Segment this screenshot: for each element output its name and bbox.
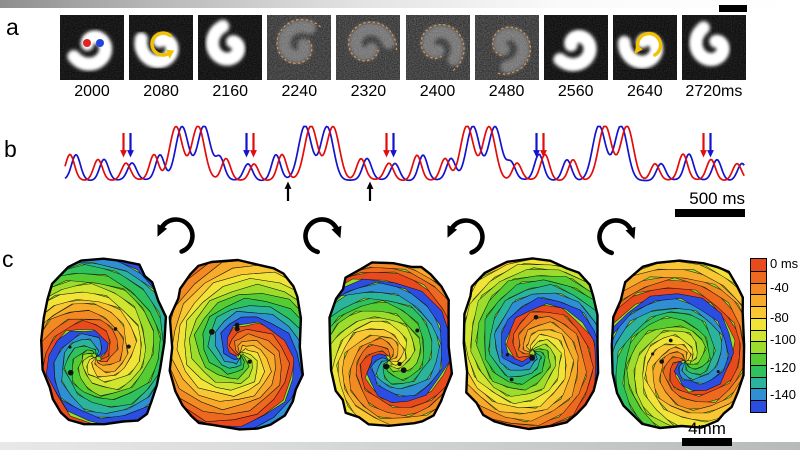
isochrone-map bbox=[610, 255, 749, 438]
colorbar-segment bbox=[751, 353, 766, 365]
red-arrow-marker-icon bbox=[120, 133, 127, 158]
frame-timestamp: 2640 bbox=[627, 83, 663, 100]
colorbar-segment bbox=[751, 294, 766, 307]
isochrone-map bbox=[40, 257, 168, 434]
panel-a-scalebar bbox=[719, 5, 747, 12]
snapshot-frame bbox=[612, 15, 677, 80]
isochrone-map bbox=[459, 256, 602, 437]
red-site-dot bbox=[83, 39, 91, 47]
colorbar-segment bbox=[751, 364, 766, 377]
colorbar-segment bbox=[751, 259, 766, 271]
colorbar-label: -120 bbox=[770, 359, 797, 375]
blue-arrow-marker-icon bbox=[127, 133, 134, 158]
frame-timestamp: 2080 bbox=[143, 83, 179, 100]
red-arrow-marker-icon bbox=[383, 133, 390, 158]
red-arrow-marker-icon bbox=[700, 133, 707, 158]
bottom-gradient-strip bbox=[0, 442, 800, 450]
colorbar-label: 0 ms bbox=[770, 255, 799, 271]
isochrone-map bbox=[327, 259, 455, 435]
snapshot-frame bbox=[543, 15, 608, 80]
red-arrow-marker-icon bbox=[540, 133, 547, 158]
length-scalebar-label: 4mm bbox=[682, 419, 732, 440]
red-arrow-marker-icon bbox=[250, 133, 257, 158]
panel-b-label: b bbox=[4, 136, 17, 162]
rotation-ccw-icon bbox=[153, 213, 199, 259]
rotation-cw-icon bbox=[150, 31, 175, 59]
blue-arrow-marker-icon bbox=[533, 133, 540, 158]
snapshot-frame bbox=[129, 15, 194, 80]
colorbar-label: -40 bbox=[770, 280, 789, 296]
isochrone-map bbox=[167, 258, 306, 437]
snapshot-frame bbox=[336, 15, 401, 80]
snapshot-frame bbox=[405, 15, 470, 80]
length-scalebar bbox=[682, 438, 732, 446]
optical-trace-plot bbox=[64, 125, 745, 201]
rotation-ccw-icon bbox=[634, 31, 662, 57]
colorbar-segment bbox=[751, 388, 766, 401]
colorbar-segment bbox=[751, 376, 766, 389]
time-scalebar-label: 500 ms bbox=[689, 189, 745, 208]
snapshot-frame bbox=[681, 15, 746, 80]
snapshot-frame bbox=[60, 15, 124, 80]
red-trace bbox=[64, 125, 745, 182]
frame-timestamp: 2240 bbox=[281, 83, 318, 100]
panel-c-label: c bbox=[2, 246, 14, 272]
colorbar-segment bbox=[751, 282, 766, 295]
black-up-arrow-icon bbox=[284, 181, 292, 201]
colorbar-label: -100 bbox=[770, 331, 797, 347]
colorbar-segment bbox=[751, 317, 766, 330]
colorbar bbox=[750, 258, 767, 413]
colorbar-label: -80 bbox=[770, 309, 789, 325]
rotation-ccw-icon bbox=[443, 214, 489, 260]
colorbar-segment bbox=[751, 306, 766, 318]
snapshot-frame bbox=[474, 15, 539, 80]
blue-site-dot bbox=[96, 39, 104, 47]
time-scalebar bbox=[675, 209, 745, 217]
colorbar-segment bbox=[751, 270, 766, 283]
rotation-cw-icon bbox=[593, 214, 639, 260]
frame-timestamp: 2320 bbox=[350, 83, 387, 100]
snapshot-frame bbox=[198, 15, 263, 80]
rotation-cw-icon bbox=[299, 213, 345, 259]
frame-timestamp: 2480 bbox=[488, 83, 525, 100]
panel-a-label: a bbox=[6, 14, 19, 40]
colorbar-segment bbox=[751, 329, 766, 342]
frame-timestamp: 2560 bbox=[557, 83, 594, 100]
blue-arrow-marker-icon bbox=[390, 133, 397, 158]
blue-arrow-marker-icon bbox=[243, 133, 250, 158]
blue-arrow-marker-icon bbox=[707, 133, 714, 158]
black-up-arrow-icon bbox=[366, 181, 374, 201]
frame-timestamp: 2000 bbox=[74, 83, 110, 100]
frame-timestamp: 2400 bbox=[419, 83, 456, 100]
frame-timestamp: 2720ms bbox=[685, 83, 743, 100]
top-gradient-strip bbox=[0, 0, 800, 8]
colorbar-segment bbox=[751, 400, 766, 412]
blue-trace bbox=[64, 125, 745, 182]
colorbar-label: -140 bbox=[770, 387, 797, 403]
snapshot-frame bbox=[267, 15, 332, 80]
colorbar-segment bbox=[751, 341, 766, 354]
frame-timestamp: 2160 bbox=[212, 83, 248, 100]
